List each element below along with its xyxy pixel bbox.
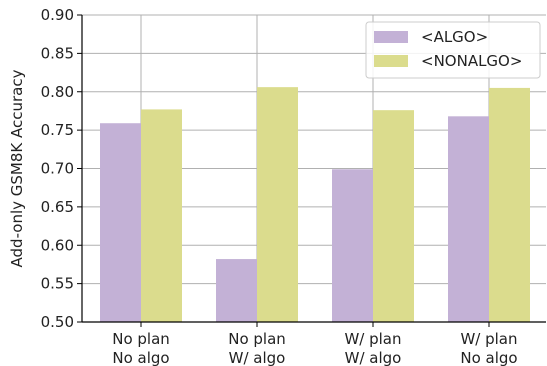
legend-swatch-algo <box>374 31 408 43</box>
y-tick-label: 0.90 <box>41 6 74 24</box>
x-tick-label: No plan <box>112 330 170 348</box>
legend-swatch-nonalgo <box>374 55 408 67</box>
bar-algo-2 <box>332 169 373 322</box>
y-axis-label: Add-only GSM8K Accuracy <box>8 69 26 267</box>
legend: <ALGO> <NONALGO> <box>365 21 541 79</box>
bars <box>100 87 530 323</box>
legend-label-algo: <ALGO> <box>421 28 488 46</box>
legend-box <box>365 21 541 79</box>
bar-nonalgo-0 <box>141 109 182 322</box>
bar-algo-1 <box>216 259 257 322</box>
bar-nonalgo-3 <box>489 87 530 322</box>
bar-nonalgo-2 <box>373 110 414 322</box>
y-tick-label: 0.65 <box>41 198 74 216</box>
x-tick-label: W/ plan <box>344 330 401 348</box>
y-ticks: 0.50 0.55 0.60 0.65 0.70 0.75 0.80 0.85 0.90 <box>41 6 82 331</box>
x-tick-label: No algo <box>112 349 169 366</box>
x-tick-label: W/ plan <box>460 330 517 348</box>
bar-algo-0 <box>100 123 141 322</box>
y-tick-label: 0.50 <box>41 313 74 331</box>
x-tick-label: W/ algo <box>345 349 402 366</box>
y-tick-label: 0.80 <box>41 83 74 101</box>
y-tick-label: 0.70 <box>41 160 74 178</box>
y-tick-label: 0.55 <box>41 275 74 293</box>
x-tick-label: No plan <box>228 330 286 348</box>
x-tick-label: No algo <box>460 349 517 366</box>
y-tick-label: 0.85 <box>41 44 74 62</box>
bar-nonalgo-1 <box>257 87 298 323</box>
legend-label-nonalgo: <NONALGO> <box>421 52 522 70</box>
x-tick-label: W/ algo <box>229 349 286 366</box>
y-tick-label: 0.60 <box>41 236 74 254</box>
y-tick-label: 0.75 <box>41 121 74 139</box>
bar-algo-3 <box>448 116 489 322</box>
